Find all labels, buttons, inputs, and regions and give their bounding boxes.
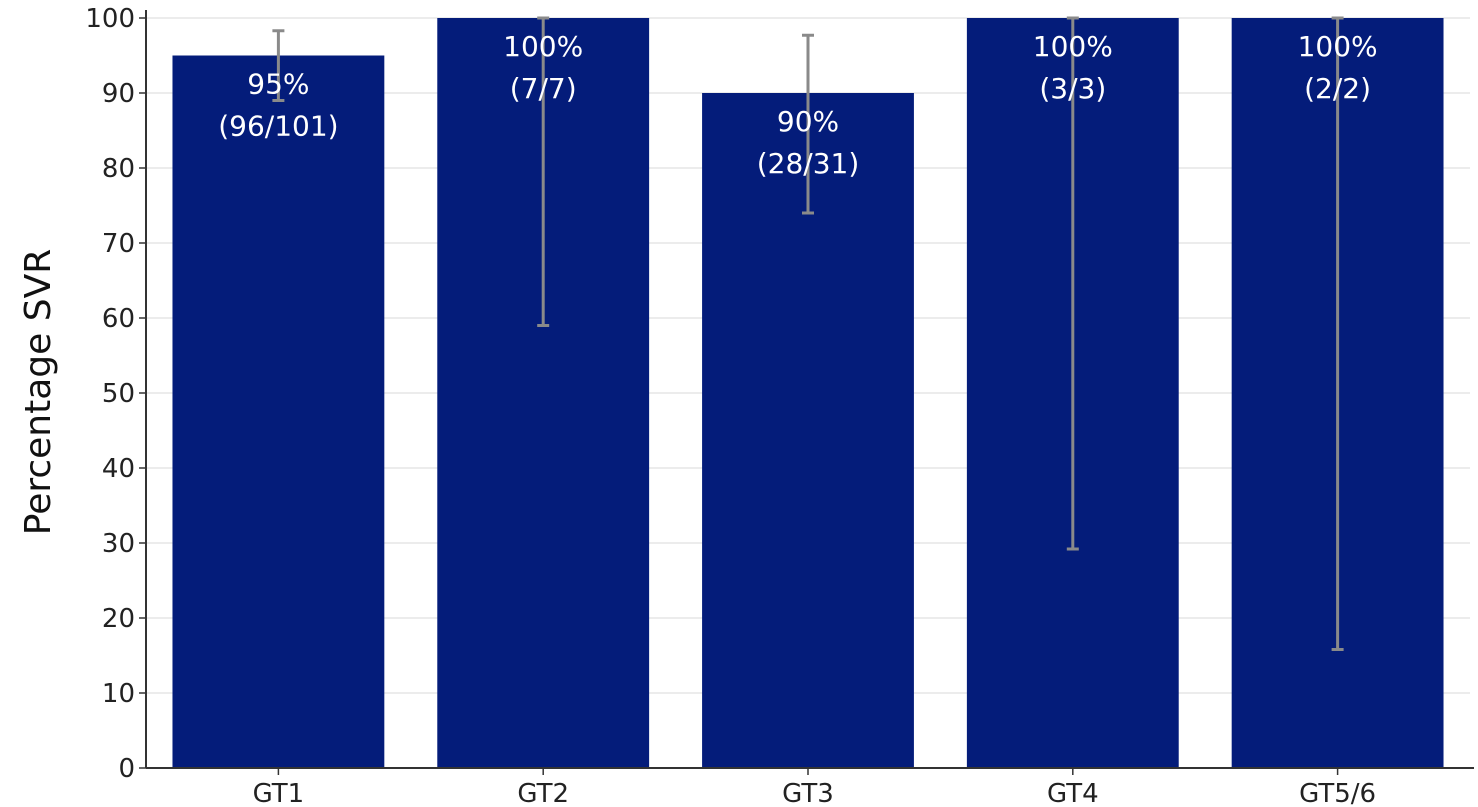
bar-label-percent: 100% [503,30,583,63]
x-tick-label: GT3 [782,779,834,807]
x-tick-label: GT5/6 [1299,779,1376,807]
bar-label-count: (2/2) [1304,72,1371,105]
bars [172,18,1444,768]
bar-label-percent: 100% [1033,30,1113,63]
bar-label-percent: 100% [1298,30,1378,63]
y-tick-label: 0 [118,754,135,784]
y-tick-label: 70 [102,229,135,259]
x-tick-label: GT4 [1047,779,1099,807]
bar-label-percent: 95% [247,68,309,101]
y-tick-label: 60 [102,304,135,334]
y-tick-label: 90 [102,79,135,109]
bar [172,55,385,768]
y-tick-label: 10 [102,679,135,709]
y-tick-label: 80 [102,154,135,184]
bar-label-count: (3/3) [1039,72,1106,105]
bar-label-percent: 90% [777,105,839,138]
y-tick-label: 50 [102,379,135,409]
error-bars [272,16,1344,651]
x-tick-label: GT1 [253,779,305,807]
x-axis-ticks: GT1 GT2 GT3 GT4 GT5/6 [253,768,1376,807]
y-tick-label: 20 [102,604,135,634]
y-axis-label: Percentage SVR [18,249,59,535]
y-tick-label: 30 [102,529,135,559]
axes [145,10,1474,769]
y-tick-label: 40 [102,454,135,484]
y-axis-ticks: 0 10 20 30 40 50 60 70 80 90 100 [85,4,146,784]
bar-label-count: (7/7) [510,72,577,105]
x-tick-label: GT2 [517,779,569,807]
bar-label-count: (96/101) [218,110,338,143]
data-labels: 95% (96/101) 100% (7/7) 90% (28/31) 100% (3/3) 1… [218,30,1377,180]
y-tick-label: 100 [85,4,135,34]
bar-label-count: (28/31) [757,147,860,180]
